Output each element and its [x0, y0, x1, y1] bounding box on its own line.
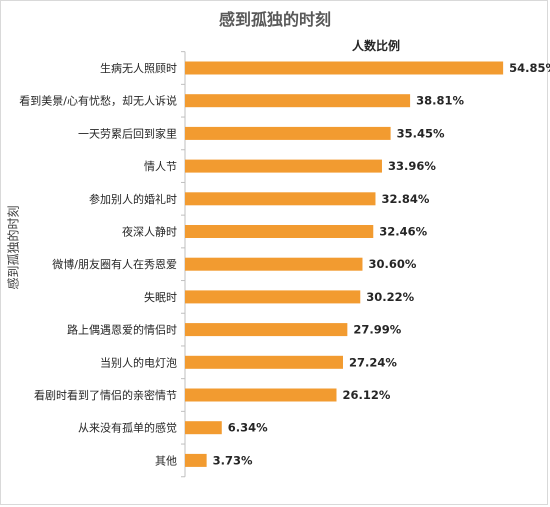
bar: [185, 355, 343, 369]
value-label: 30.60%: [368, 257, 416, 271]
category-label: 一天劳累后回到家里: [78, 126, 177, 140]
category-label: 参加别人的婚礼时: [89, 192, 177, 206]
value-label: 26.12%: [342, 388, 390, 402]
category-label: 路上偶遇恩爱的情侣时: [67, 323, 177, 337]
category-label: 看到美景/心有忧愁，却无人诉说: [19, 94, 177, 108]
category-label: 夜深人静时: [122, 225, 177, 239]
category-label: 其他: [155, 454, 177, 467]
value-label: 30.22%: [366, 290, 414, 304]
value-label: 35.45%: [397, 126, 445, 140]
value-label: 6.34%: [228, 421, 268, 435]
bar: [185, 290, 361, 304]
bar: [185, 421, 222, 435]
value-label: 32.84%: [381, 192, 429, 206]
bar: [185, 61, 504, 75]
bar: [185, 323, 348, 337]
value-label: 54.85%: [509, 61, 550, 75]
value-label: 33.96%: [388, 159, 436, 173]
category-label: 情人节: [144, 160, 177, 173]
category-label: 当别人的电灯泡: [100, 355, 177, 369]
bars: 生病无人照顾时 54.85% 看到美景/心有忧愁，却无人诉说 38.81% 一天劳累后回…: [19, 51, 550, 478]
legend-label: 人数比例: [352, 39, 401, 53]
value-label: 3.73%: [213, 453, 253, 467]
bar: [185, 94, 411, 108]
chart-title: 感到孤独的时刻: [218, 10, 331, 29]
bar: [185, 388, 337, 402]
category-label: 生病无人照顾时: [100, 61, 177, 75]
category-label: 看剧时看到了情侣的亲密情节: [34, 388, 177, 402]
value-label: 27.24%: [349, 355, 397, 369]
value-label: 32.46%: [379, 225, 427, 239]
value-label: 27.99%: [353, 323, 401, 337]
bar: [185, 453, 207, 467]
category-label: 从来没有孤单的感觉: [78, 421, 177, 435]
category-label: 微博/朋友圈有人在秀恩爱: [52, 257, 177, 271]
bar: [185, 225, 374, 238]
bar: [185, 257, 363, 271]
bar: [185, 126, 391, 140]
value-label: 38.81%: [416, 94, 464, 108]
bar: [185, 192, 376, 206]
bar: [185, 159, 382, 173]
category-label: 失眠时: [144, 291, 177, 304]
